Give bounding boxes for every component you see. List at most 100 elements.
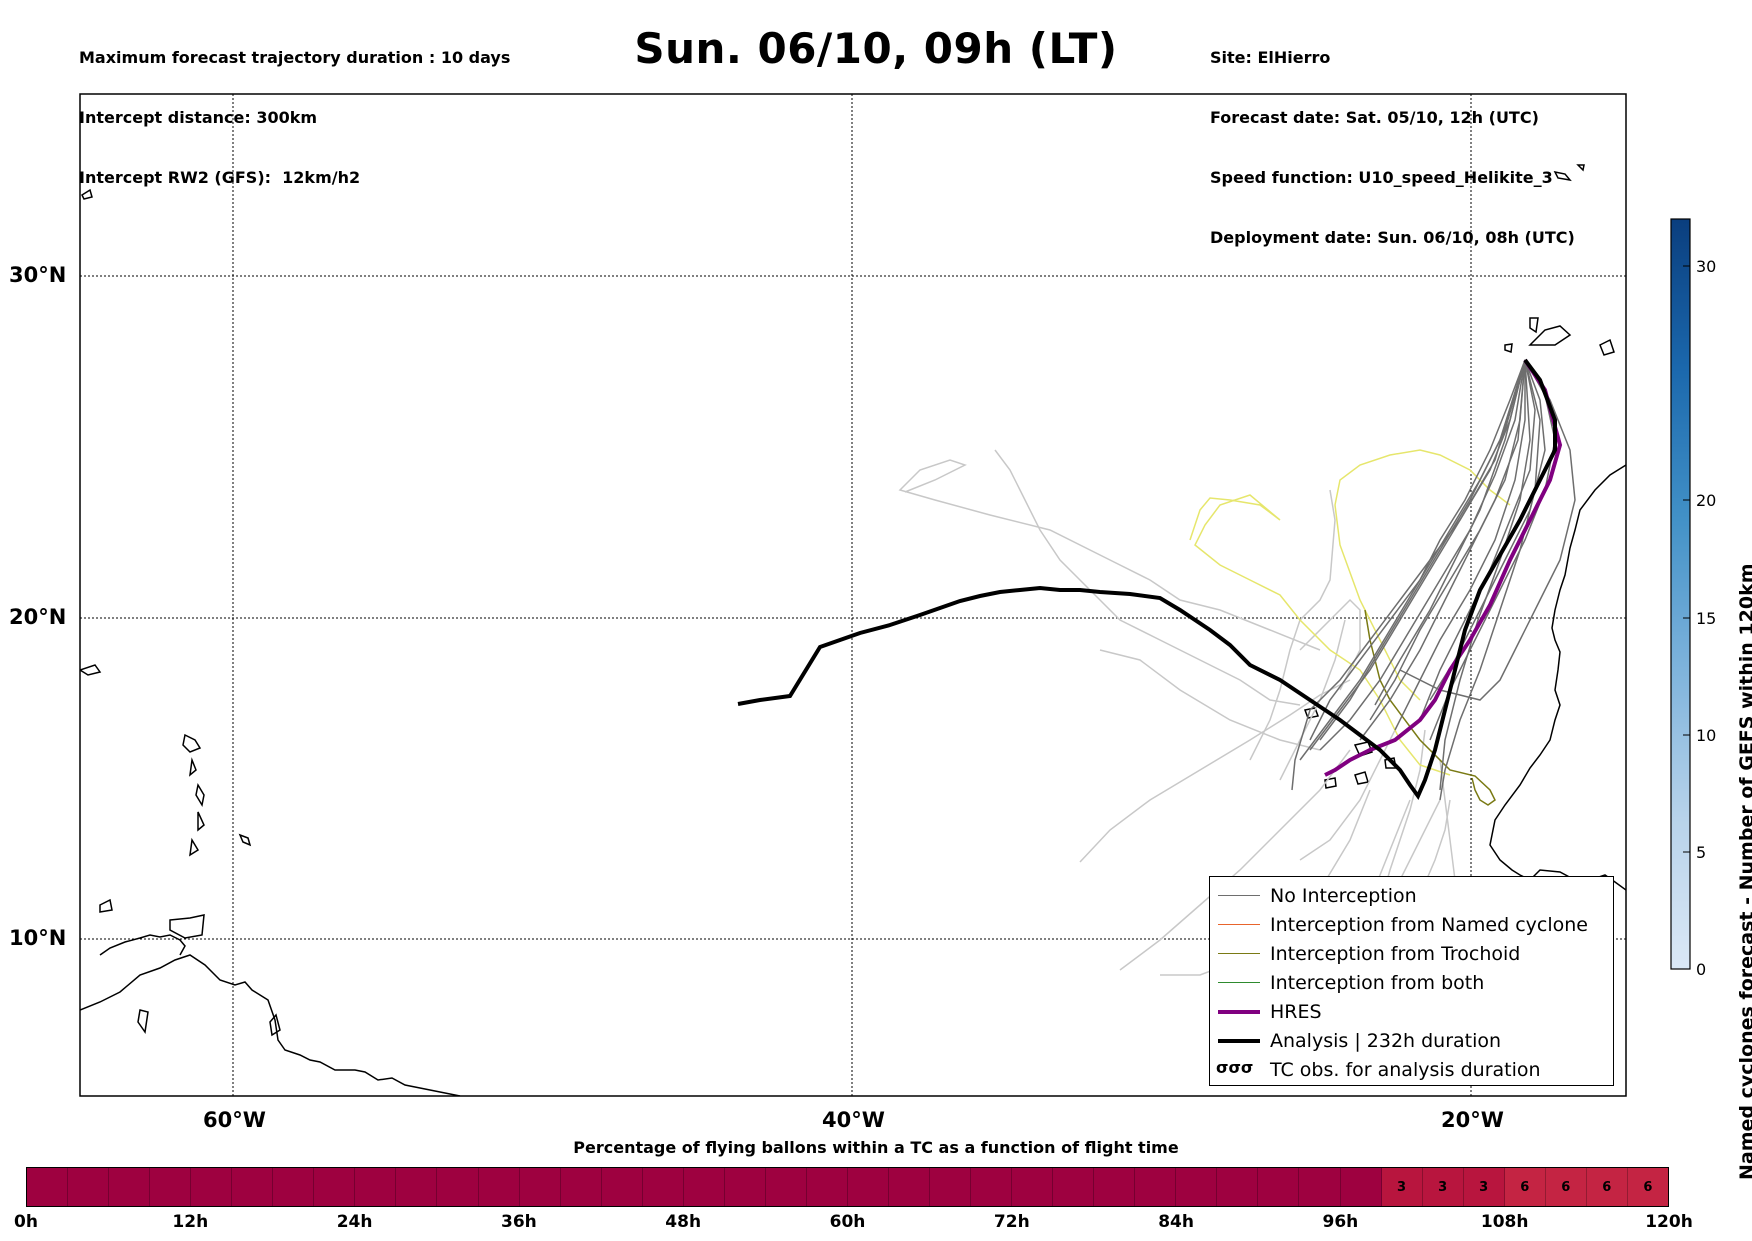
coast-lesser-antilles-2 — [189, 757, 197, 777]
lon-label-40: 40°W — [822, 1108, 885, 1132]
histogram-cell — [150, 1168, 192, 1206]
map-legend: No Interception Interception from Named … — [1209, 876, 1614, 1086]
legend-swatch — [1218, 1039, 1260, 1043]
histogram-cell — [396, 1168, 438, 1206]
track-gray-14 — [1399, 359, 1576, 701]
histogram-tick-label: 24h — [336, 1212, 373, 1232]
coast-cape-verde-4 — [1354, 771, 1369, 785]
histogram-cell — [232, 1168, 274, 1206]
histogram-cell — [1135, 1168, 1177, 1206]
histogram-tick-label: 60h — [829, 1212, 866, 1232]
map-frame — [79, 93, 1627, 1097]
histogram-cell — [355, 1168, 397, 1206]
histogram-cell: 6 — [1627, 1168, 1668, 1206]
histogram-cell — [1176, 1168, 1218, 1206]
header-right: Site: ElHierro Forecast date: Sat. 05/10… — [1210, 8, 1575, 268]
histogram-cell — [478, 1168, 520, 1206]
colorbar-tick-label: 15 — [1696, 609, 1717, 628]
track-gray-1 — [1299, 359, 1526, 761]
coastlines — [80, 164, 1626, 1096]
histogram-cell — [560, 1168, 602, 1206]
legend-item: HRES — [1210, 998, 1613, 1026]
track-gray-10 — [1374, 359, 1526, 706]
track-light-6 — [1399, 799, 1441, 881]
track-gray-16 — [1309, 359, 1526, 741]
lon-label-20: 20°W — [1441, 1108, 1504, 1132]
colorbar-title: Named cyclones forecast - Number of GEFS… — [1736, 563, 1752, 1180]
legend-label: Interception from Named cyclone — [1270, 914, 1588, 936]
track-gray-11 — [1359, 359, 1526, 741]
legend-swatch — [1218, 1010, 1260, 1014]
histogram-cell — [971, 1168, 1013, 1206]
legend-label: Interception from both — [1270, 972, 1485, 994]
track-yellow-1 — [1189, 494, 1451, 776]
histogram-cell — [27, 1168, 69, 1206]
coast-isle-small-3 — [269, 1013, 281, 1037]
coast-caribbean-isle-1 — [99, 898, 113, 913]
track-gray-5 — [1394, 360, 1526, 731]
histogram-cell — [1299, 1168, 1341, 1206]
legend-item: Interception from Named cyclone — [1210, 911, 1613, 939]
legend-label: Interception from Trochoid — [1270, 943, 1521, 965]
histogram-tick-label: 36h — [501, 1212, 537, 1232]
legend-swatch — [1218, 895, 1260, 896]
coast-canary-4 — [1504, 343, 1513, 354]
track-gray-15 — [1439, 359, 1541, 801]
colorbar — [1670, 218, 1691, 970]
histogram-cell — [191, 1168, 233, 1206]
histogram-cell — [109, 1168, 151, 1206]
track-light-10 — [1099, 649, 1321, 751]
histogram-cell: 6 — [1504, 1168, 1546, 1206]
legend-item: No Interception — [1210, 882, 1613, 910]
colorbar-tick-label: 10 — [1696, 726, 1717, 745]
histogram-tick-label: 12h — [172, 1212, 209, 1232]
coast-south-america — [80, 954, 461, 1096]
histogram-tick-label: 120h — [1645, 1212, 1693, 1232]
tc-symbol-icon: σσσ — [1216, 1058, 1254, 1077]
colorbar-tick-label: 5 — [1696, 843, 1707, 862]
histogram-cell — [519, 1168, 561, 1206]
histogram-cell — [724, 1168, 766, 1206]
coast-cape-verde-2 — [1353, 741, 1373, 757]
coast-lesser-antilles-1 — [182, 733, 202, 753]
histogram-cell: 3 — [1463, 1168, 1505, 1206]
legend-label: HRES — [1270, 1001, 1322, 1023]
header-left: Maximum forecast trajectory duration : 1… — [79, 8, 510, 208]
header-right-line: Forecast date: Sat. 05/10, 12h (UTC) — [1210, 108, 1539, 127]
coast-isle-small-1 — [238, 833, 252, 847]
coast-north-isle — [81, 188, 93, 200]
coast-canary-3 — [1529, 317, 1539, 334]
header-left-line: Intercept distance: 300km — [79, 108, 318, 127]
track-light-8 — [898, 459, 1321, 651]
legend-item: σσσ TC obs. for analysis duration — [1210, 1056, 1613, 1084]
histogram-cell — [847, 1168, 889, 1206]
histogram-tick-label: 96h — [1322, 1212, 1359, 1232]
histogram-cell — [68, 1168, 110, 1206]
no-interception-tracks — [1291, 359, 1576, 801]
histogram-tick-label: 72h — [993, 1212, 1030, 1232]
colorbar-tick-label: 0 — [1696, 960, 1707, 979]
coast-venezuela-east — [99, 934, 186, 956]
histogram-cell — [1258, 1168, 1300, 1206]
colorbar-ticks — [1683, 265, 1690, 970]
coast-lesser-antilles-5 — [189, 837, 200, 857]
coast-canary-2 — [1599, 338, 1615, 356]
track-light-9 — [994, 449, 1301, 706]
track-gray-6 — [1419, 359, 1536, 721]
histogram-cell — [601, 1168, 643, 1206]
coast-cape-verde-3 — [1324, 777, 1337, 789]
track-gray-8 — [1429, 359, 1556, 741]
lat-label-10: 10°N — [9, 926, 67, 950]
histogram-tick-label: 84h — [1158, 1212, 1194, 1232]
coast-isle-small-2 — [137, 1009, 149, 1034]
histogram-cell: 3 — [1422, 1168, 1464, 1206]
histogram-tick-label: 108h — [1480, 1212, 1529, 1232]
track-gray-12 — [1291, 359, 1526, 791]
histogram-cell: 6 — [1545, 1168, 1587, 1206]
header-right-line: Site: ElHierro — [1210, 48, 1331, 67]
histogram-cell — [1340, 1168, 1382, 1206]
track-light-4 — [1299, 719, 1401, 861]
track-light-11 — [1249, 489, 1336, 761]
coast-trinidad — [169, 914, 205, 939]
